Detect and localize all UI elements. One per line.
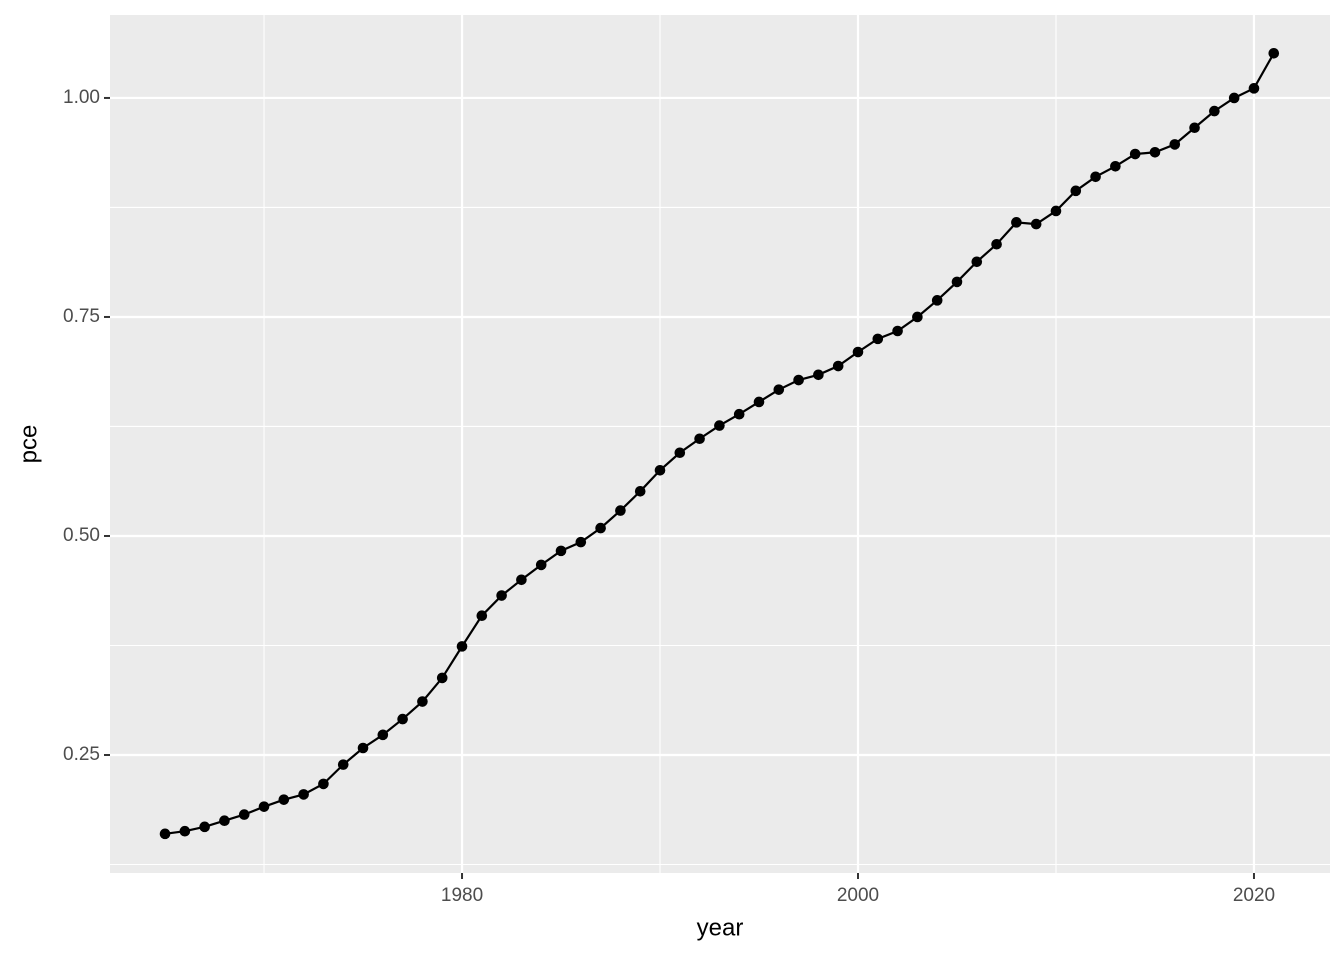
point bbox=[456, 641, 468, 652]
point bbox=[535, 559, 547, 571]
point bbox=[377, 729, 389, 741]
point bbox=[159, 828, 171, 840]
y-tick-label: 0.75 bbox=[63, 306, 100, 327]
point bbox=[436, 672, 448, 684]
point bbox=[1248, 83, 1260, 94]
point bbox=[615, 505, 626, 516]
point bbox=[555, 545, 567, 557]
point bbox=[476, 610, 488, 622]
point bbox=[813, 369, 824, 381]
point bbox=[357, 742, 369, 754]
point bbox=[931, 295, 943, 306]
point bbox=[832, 360, 844, 372]
x-axis-title: year bbox=[697, 914, 744, 941]
point bbox=[1149, 146, 1161, 158]
point bbox=[199, 821, 210, 833]
point bbox=[1030, 218, 1042, 230]
point bbox=[1169, 139, 1181, 150]
y-axis-title: pce bbox=[15, 425, 42, 464]
y-tick-label: 0.50 bbox=[63, 525, 100, 546]
point bbox=[912, 311, 923, 323]
x-tick-label: 2000 bbox=[837, 885, 879, 906]
point bbox=[852, 346, 864, 358]
point bbox=[872, 333, 884, 345]
point bbox=[337, 759, 349, 770]
x-tick-label: 2020 bbox=[1233, 885, 1275, 906]
point bbox=[793, 374, 804, 386]
point bbox=[1110, 160, 1121, 172]
point bbox=[694, 433, 705, 445]
point bbox=[733, 408, 745, 420]
point bbox=[753, 396, 765, 408]
x-tick-label: 1980 bbox=[441, 885, 483, 906]
point bbox=[1209, 105, 1220, 117]
point bbox=[179, 825, 191, 837]
point bbox=[1090, 171, 1101, 183]
point bbox=[575, 536, 587, 548]
point bbox=[892, 325, 903, 337]
point bbox=[397, 713, 408, 725]
y-tick-label: 1.00 bbox=[63, 87, 100, 108]
panel bbox=[110, 15, 1330, 873]
point bbox=[1070, 185, 1082, 197]
point bbox=[258, 801, 270, 812]
point bbox=[1268, 47, 1280, 59]
point bbox=[991, 238, 1002, 250]
point bbox=[238, 809, 250, 820]
point bbox=[773, 384, 785, 395]
point bbox=[318, 778, 329, 790]
point bbox=[278, 794, 290, 805]
point bbox=[595, 522, 606, 534]
point bbox=[1050, 205, 1062, 217]
point bbox=[634, 486, 646, 497]
point bbox=[971, 256, 983, 268]
point bbox=[219, 815, 230, 826]
point bbox=[516, 574, 527, 586]
point bbox=[1189, 122, 1200, 134]
point bbox=[1129, 148, 1141, 160]
point bbox=[298, 789, 309, 800]
point bbox=[417, 696, 428, 707]
point bbox=[674, 447, 686, 459]
y-tick-label: 0.25 bbox=[63, 744, 100, 765]
point bbox=[496, 590, 507, 601]
point bbox=[951, 276, 963, 288]
point bbox=[654, 464, 666, 476]
point bbox=[1228, 92, 1240, 104]
point bbox=[1011, 217, 1022, 228]
point bbox=[714, 420, 725, 431]
